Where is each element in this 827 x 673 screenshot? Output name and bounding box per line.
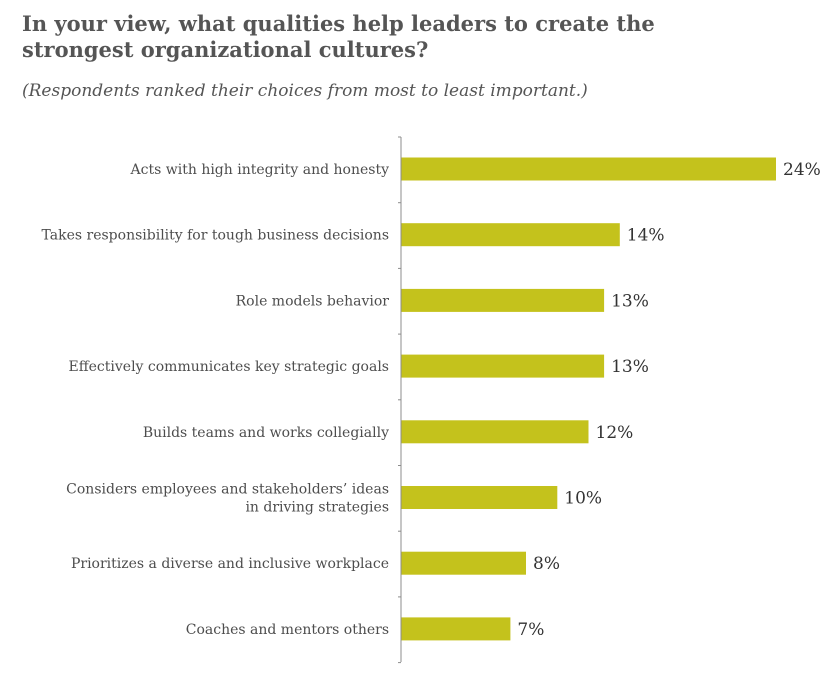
value-label: 12% bbox=[596, 423, 634, 443]
value-label: 24% bbox=[783, 160, 821, 180]
category-label: Prioritizes a diverse and inclusive work… bbox=[71, 556, 389, 572]
value-labels-layer: 24% 14% 13% 13% 12% 10% 8% 7% bbox=[517, 160, 820, 640]
bar bbox=[401, 486, 558, 509]
category-label: Acts with high integrity and honesty bbox=[130, 162, 390, 178]
value-label: 13% bbox=[611, 291, 649, 311]
bar bbox=[401, 617, 511, 641]
value-label: 14% bbox=[627, 226, 665, 246]
bar bbox=[401, 420, 589, 444]
bar bbox=[401, 288, 605, 312]
bar bbox=[401, 157, 776, 181]
bar bbox=[401, 354, 605, 378]
bars-layer bbox=[398, 136, 776, 664]
value-label: 10% bbox=[564, 489, 602, 509]
value-label: 8% bbox=[533, 554, 560, 574]
category-label: Builds teams and works collegially bbox=[143, 425, 389, 441]
chart-title: In your view, what qualities help leader… bbox=[22, 11, 655, 62]
value-label: 13% bbox=[611, 357, 649, 377]
bar bbox=[401, 223, 620, 247]
category-label: Considers employees and stakeholders’ id… bbox=[66, 482, 389, 516]
category-label: Coaches and mentors others bbox=[186, 622, 389, 638]
chart-subtitle: (Respondents ranked their choices from m… bbox=[22, 81, 588, 101]
category-label: Role models behavior bbox=[236, 293, 390, 309]
bar bbox=[401, 551, 526, 575]
value-label: 7% bbox=[517, 620, 544, 640]
category-label: Takes responsibility for tough business … bbox=[42, 228, 389, 244]
category-label: Effectively communicates key strategic g… bbox=[68, 359, 389, 375]
category-labels-layer: Acts with high integrity and honesty Take… bbox=[42, 162, 390, 638]
